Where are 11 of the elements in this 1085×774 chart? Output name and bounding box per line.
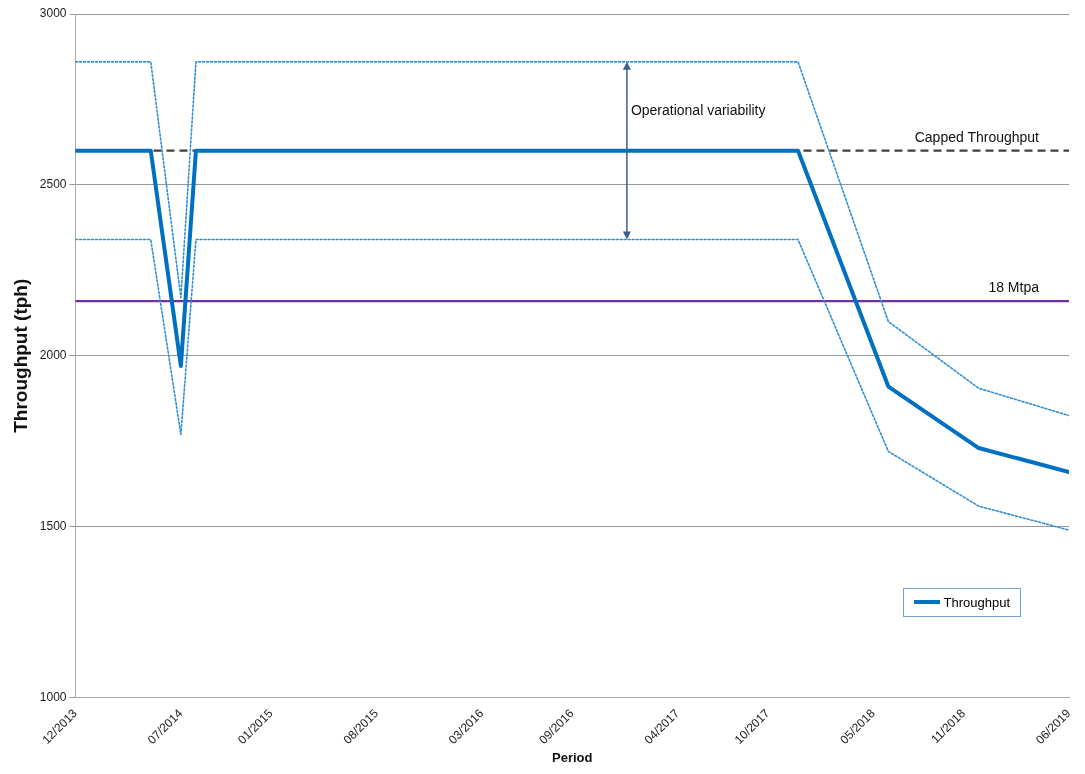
y-tick-label: 1000 <box>39 689 67 704</box>
y-tick-label: 2000 <box>39 348 67 363</box>
y-tick-label: 2500 <box>39 177 67 192</box>
y-tick-label: 1500 <box>39 518 67 533</box>
y-tick-label: 3000 <box>39 6 67 21</box>
ref-line-label: Capped Throughput <box>914 128 1040 145</box>
legend-label: Throughput <box>943 594 1010 610</box>
annotation: Operational variability <box>630 102 766 118</box>
ref-line-label: 18 Mtpa <box>988 278 1040 295</box>
x-axis-title: Period <box>552 749 593 765</box>
y-axis-title: Throughput (tph) <box>9 278 31 433</box>
